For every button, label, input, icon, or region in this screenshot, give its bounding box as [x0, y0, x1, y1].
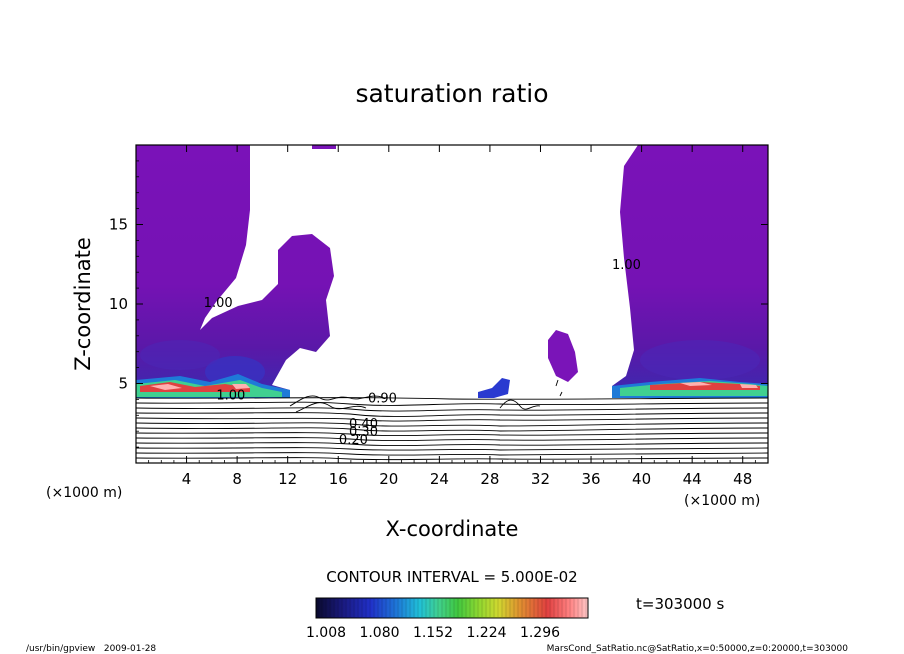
y-axis-label: Z-coordinate	[71, 237, 95, 371]
x-tick-label: 36	[581, 470, 600, 488]
colorbar-hatching	[317, 599, 587, 617]
contour-label: 1.00	[612, 258, 641, 273]
footer-left: /usr/bin/gpview 2009-01-28	[26, 644, 156, 654]
contour-label: 0.40	[349, 417, 378, 432]
colorbar-tick-label: 1.008	[306, 625, 346, 641]
tiny-cloud	[478, 378, 510, 398]
x-tick-label: 12	[278, 470, 297, 488]
contour-label: 0.20	[339, 433, 368, 448]
footer-right: MarsCond_SatRatio.nc@SatRatio,x=0:50000,…	[547, 644, 849, 654]
contour-interval: CONTOUR INTERVAL = 5.000E-02	[326, 568, 577, 586]
time-label: t=303000 s	[636, 595, 724, 613]
colorbar-tick-label: 1.224	[466, 625, 506, 641]
colorbar	[315, 597, 589, 619]
y-axis-ticks: 5 10 15	[109, 160, 768, 448]
x-tick-label: 40	[632, 470, 651, 488]
x-tick-label: 48	[733, 470, 752, 488]
chart-title: saturation ratio	[355, 79, 548, 108]
contour-labels: 1.00 1.00 1.00 0.90 0.400.300.20	[204, 258, 641, 448]
y-tick-label: 5	[118, 375, 128, 393]
y-tick-label: 10	[109, 295, 128, 313]
left-plume	[136, 145, 334, 398]
contour-label: 1.00	[216, 388, 245, 403]
colorbar-tick-label: 1.080	[359, 625, 399, 641]
x-tick-label: 32	[531, 470, 550, 488]
contour-label: 0.90	[368, 392, 397, 407]
x-tick-label: 44	[683, 470, 702, 488]
x-tick-label: 4	[182, 470, 192, 488]
x-tick-label: 20	[379, 470, 398, 488]
x-tick-label: 24	[430, 470, 449, 488]
right-plume	[612, 145, 768, 398]
x-tick-label: 16	[329, 470, 348, 488]
contour-label: 0.30	[349, 425, 378, 440]
contour-label: 1.00	[204, 296, 233, 311]
plot-field	[136, 145, 768, 461]
x-axis-label: X-coordinate	[386, 517, 519, 541]
y-tick-label: 15	[109, 216, 128, 234]
z-unit-label: (×1000 m)	[46, 485, 122, 501]
colorbar-tick-label: 1.152	[413, 625, 453, 641]
x-unit-label: (×1000 m)	[684, 493, 760, 509]
x-tick-label: 28	[480, 470, 499, 488]
x-tick-label: 8	[232, 470, 242, 488]
colorbar-tick-labels: 1.008 1.080 1.152 1.224 1.296	[306, 625, 560, 641]
small-cloud	[548, 330, 578, 382]
colorbar-tick-label: 1.296	[520, 625, 560, 641]
contour-lines	[136, 379, 768, 461]
x-axis-ticks: 4 8 12 16 20 24 28 32 36 40 44 48	[148, 145, 756, 488]
